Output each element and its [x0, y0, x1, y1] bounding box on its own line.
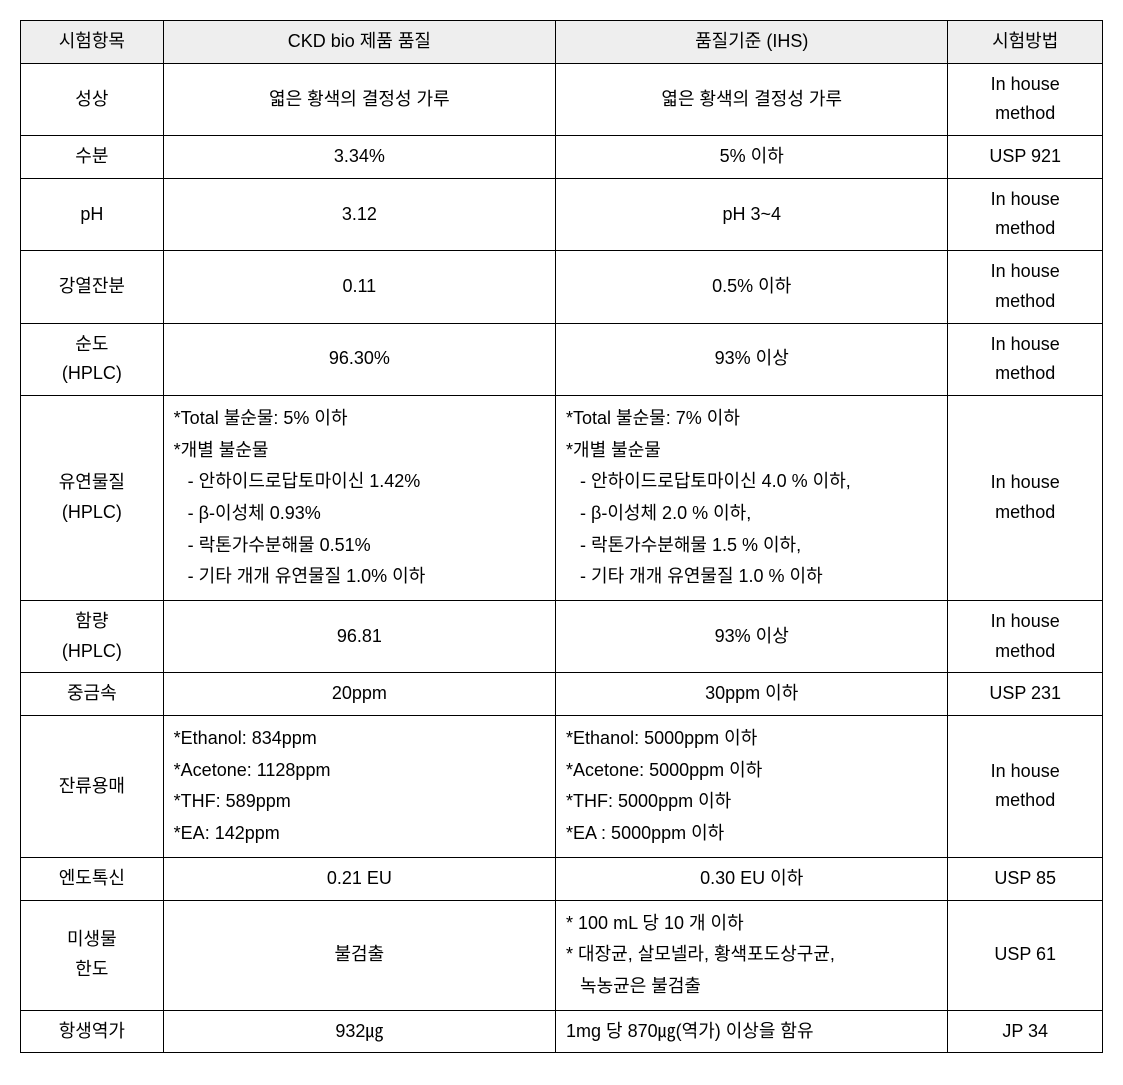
cell-item: pH [21, 178, 164, 250]
header-item: 시험항목 [21, 21, 164, 64]
header-ckd: CKD bio 제품 품질 [163, 21, 555, 64]
header-method: 시험방법 [948, 21, 1103, 64]
cell-ckd: 0.21 EU [163, 857, 555, 900]
cell-ckd: 20ppm [163, 673, 555, 716]
cell-ihs: 30ppm 이하 [556, 673, 948, 716]
cell-method: In housemethod [948, 63, 1103, 135]
cell-ckd: *Ethanol: 834ppm*Acetone: 1128ppm*THF: 5… [163, 716, 555, 858]
cell-item: 엔도톡신 [21, 857, 164, 900]
cell-ckd: 96.81 [163, 601, 555, 673]
table-row: 수분3.34%5% 이하USP 921 [21, 136, 1103, 179]
cell-method: In housemethod [948, 323, 1103, 395]
table-row: pH3.12pH 3~4In housemethod [21, 178, 1103, 250]
cell-ihs: *Ethanol: 5000ppm 이하*Acetone: 5000ppm 이하… [556, 716, 948, 858]
table-row: 순도(HPLC)96.30%93% 이상In housemethod [21, 323, 1103, 395]
cell-method: USP 85 [948, 857, 1103, 900]
cell-method: In housemethod [948, 251, 1103, 323]
cell-ihs: pH 3~4 [556, 178, 948, 250]
cell-method: USP 921 [948, 136, 1103, 179]
cell-ihs: 93% 이상 [556, 601, 948, 673]
cell-item: 함량(HPLC) [21, 601, 164, 673]
table-row: 함량(HPLC)96.8193% 이상In housemethod [21, 601, 1103, 673]
cell-item: 중금속 [21, 673, 164, 716]
cell-ihs: 0.30 EU 이하 [556, 857, 948, 900]
header-ihs: 품질기준 (IHS) [556, 21, 948, 64]
table-row: 유연물질(HPLC)*Total 불순물: 5% 이하*개별 불순물- 안하이드… [21, 395, 1103, 600]
cell-method: In housemethod [948, 395, 1103, 600]
cell-item: 수분 [21, 136, 164, 179]
cell-ihs: 93% 이상 [556, 323, 948, 395]
table-row: 성상엷은 황색의 결정성 가루엷은 황색의 결정성 가루In housemeth… [21, 63, 1103, 135]
cell-method: JP 34 [948, 1010, 1103, 1053]
cell-ihs: 1mg 당 870㎍(역가) 이상을 함유 [556, 1010, 948, 1053]
table-row: 잔류용매*Ethanol: 834ppm*Acetone: 1128ppm*TH… [21, 716, 1103, 858]
table-row: 중금속20ppm30ppm 이하USP 231 [21, 673, 1103, 716]
header-row: 시험항목 CKD bio 제품 품질 품질기준 (IHS) 시험방법 [21, 21, 1103, 64]
cell-ihs: 5% 이하 [556, 136, 948, 179]
cell-ihs: * 100 mL 당 10 개 이하* 대장균, 살모넬라, 황색포도상구균,녹… [556, 900, 948, 1010]
cell-item: 항생역가 [21, 1010, 164, 1053]
cell-ckd: *Total 불순물: 5% 이하*개별 불순물- 안하이드로답토마이신 1.4… [163, 395, 555, 600]
table-row: 엔도톡신0.21 EU0.30 EU 이하USP 85 [21, 857, 1103, 900]
cell-method: USP 231 [948, 673, 1103, 716]
cell-ihs: 엷은 황색의 결정성 가루 [556, 63, 948, 135]
cell-item: 강열잔분 [21, 251, 164, 323]
cell-method: USP 61 [948, 900, 1103, 1010]
cell-ihs: 0.5% 이하 [556, 251, 948, 323]
cell-item: 잔류용매 [21, 716, 164, 858]
table-row: 미생물한도불검출* 100 mL 당 10 개 이하* 대장균, 살모넬라, 황… [21, 900, 1103, 1010]
cell-ckd: 96.30% [163, 323, 555, 395]
cell-method: In housemethod [948, 178, 1103, 250]
cell-item: 성상 [21, 63, 164, 135]
cell-method: In housemethod [948, 601, 1103, 673]
cell-ckd: 0.11 [163, 251, 555, 323]
cell-ckd: 932㎍ [163, 1010, 555, 1053]
cell-ihs: *Total 불순물: 7% 이하*개별 불순물- 안하이드로답토마이신 4.0… [556, 395, 948, 600]
table-row: 강열잔분0.110.5% 이하In housemethod [21, 251, 1103, 323]
table-body: 성상엷은 황색의 결정성 가루엷은 황색의 결정성 가루In housemeth… [21, 63, 1103, 1053]
spec-table: 시험항목 CKD bio 제품 품질 품질기준 (IHS) 시험방법 성상엷은 … [20, 20, 1103, 1053]
cell-ckd: 3.34% [163, 136, 555, 179]
cell-ckd: 3.12 [163, 178, 555, 250]
cell-item: 유연물질(HPLC) [21, 395, 164, 600]
cell-ckd: 불검출 [163, 900, 555, 1010]
cell-method: In housemethod [948, 716, 1103, 858]
cell-ckd: 엷은 황색의 결정성 가루 [163, 63, 555, 135]
table-row: 항생역가932㎍1mg 당 870㎍(역가) 이상을 함유JP 34 [21, 1010, 1103, 1053]
cell-item: 미생물한도 [21, 900, 164, 1010]
cell-item: 순도(HPLC) [21, 323, 164, 395]
